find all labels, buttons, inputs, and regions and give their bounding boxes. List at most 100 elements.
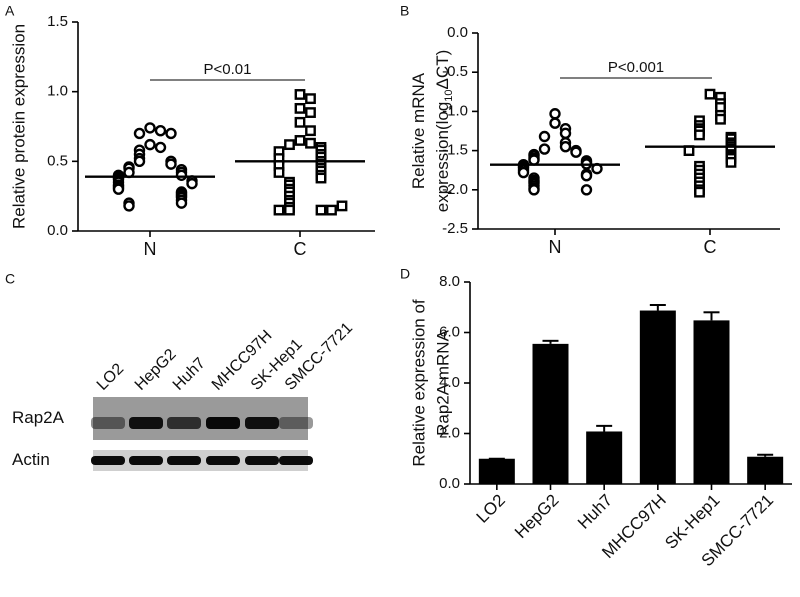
- bar: [639, 310, 676, 484]
- data-point: [305, 107, 316, 118]
- blot-band: [167, 456, 201, 465]
- x-tick-label: HepG2: [511, 491, 563, 543]
- y-axis-label-line: Relative mRNA: [409, 72, 428, 189]
- data-point: [538, 143, 551, 155]
- panel-letter: A: [5, 3, 15, 19]
- data-point: [715, 113, 726, 125]
- y-axis-label-part: ΔCT): [433, 50, 452, 90]
- y-tick-label: -0.5: [442, 63, 468, 80]
- blot-band: [91, 456, 125, 465]
- data-point: [725, 156, 737, 168]
- data-point: [528, 154, 540, 166]
- y-tick-label: 0.0: [447, 24, 468, 41]
- data-point: [315, 204, 327, 216]
- y-axis-label: Relative protein expression: [9, 24, 28, 229]
- bar: [532, 343, 569, 484]
- data-point: [133, 155, 146, 168]
- data-point: [123, 200, 135, 212]
- y-tick-label: 8.0: [439, 273, 460, 290]
- blot-band: [245, 417, 279, 429]
- lane-label: LO2: [94, 360, 127, 393]
- blot-band: [129, 456, 163, 465]
- y-tick-label: 0.0: [47, 222, 68, 239]
- y-axis-label-sub: 10: [443, 89, 455, 101]
- y-axis-label-part: expression(log: [433, 102, 452, 213]
- data-point: [517, 166, 530, 179]
- data-point: [704, 88, 716, 100]
- x-tick-label: LO2: [473, 491, 509, 527]
- blot-band: [206, 456, 240, 465]
- data-point: [273, 167, 285, 178]
- data-point: [133, 127, 146, 140]
- data-point: [144, 138, 156, 151]
- y-axis-label: Relative mRNA: [409, 72, 428, 189]
- data-point: [694, 186, 705, 198]
- data-point: [305, 125, 316, 137]
- data-point: [570, 146, 582, 158]
- panel-letter: D: [400, 266, 410, 282]
- significance-label: P<0.01: [204, 61, 252, 78]
- blot-band: [206, 417, 240, 429]
- lane-label: HepG2: [132, 346, 180, 394]
- data-point: [294, 116, 306, 128]
- data-point: [580, 184, 593, 196]
- data-point: [175, 197, 188, 209]
- data-point: [538, 130, 551, 143]
- row-label: Rap2A: [12, 408, 65, 427]
- blot-band: [91, 417, 125, 429]
- data-point: [186, 177, 198, 190]
- x-tick-label: C: [294, 239, 307, 259]
- y-tick-label: -1.5: [442, 142, 468, 159]
- data-point: [294, 135, 306, 146]
- data-point: [326, 204, 337, 216]
- blot-band: [167, 417, 201, 429]
- data-point: [154, 141, 167, 154]
- y-tick-label: 1.5: [47, 13, 68, 30]
- y-axis-label: Relative expression of: [409, 299, 428, 467]
- data-point: [549, 117, 561, 129]
- bar: [693, 320, 730, 484]
- data-point: [154, 124, 167, 137]
- blot-band: [279, 456, 313, 465]
- data-point: [559, 127, 572, 140]
- bar: [478, 458, 515, 484]
- bar: [747, 456, 784, 484]
- y-axis-label: Rap2A mRNA: [433, 329, 452, 435]
- data-point: [284, 204, 295, 216]
- data-point: [315, 172, 327, 184]
- data-point: [694, 129, 705, 141]
- y-tick-label: 4.0: [439, 374, 460, 391]
- panel-letter: B: [400, 3, 409, 19]
- data-point: [336, 200, 348, 212]
- data-point: [144, 122, 156, 134]
- y-tick-label: -1.0: [442, 102, 468, 119]
- data-point: [528, 184, 540, 196]
- blot-band: [129, 417, 163, 429]
- data-point: [284, 139, 295, 151]
- data-point: [580, 169, 593, 182]
- x-tick-label: N: [549, 237, 562, 257]
- x-tick-label: Huh7: [574, 491, 616, 533]
- y-tick-label: 1.0: [47, 83, 68, 100]
- y-tick-label: 0.0: [439, 475, 460, 492]
- x-tick-label: C: [704, 237, 717, 257]
- data-point: [165, 127, 177, 140]
- data-point: [294, 102, 306, 114]
- row-label: Actin: [12, 450, 50, 469]
- y-tick-label: 6.0: [439, 323, 460, 340]
- blot-band: [245, 456, 279, 465]
- bar: [586, 431, 623, 484]
- data-point: [549, 108, 561, 120]
- significance-label: P<0.001: [608, 59, 664, 76]
- y-tick-label: 2.0: [439, 424, 460, 441]
- data-point: [305, 137, 316, 149]
- y-axis-label: expression(log10ΔCT): [433, 50, 454, 213]
- y-tick-label: 0.5: [47, 152, 68, 169]
- panel-letter: C: [5, 271, 15, 287]
- data-point: [112, 183, 125, 195]
- x-tick-label: N: [144, 239, 157, 259]
- data-point: [559, 140, 572, 153]
- data-point: [305, 93, 316, 105]
